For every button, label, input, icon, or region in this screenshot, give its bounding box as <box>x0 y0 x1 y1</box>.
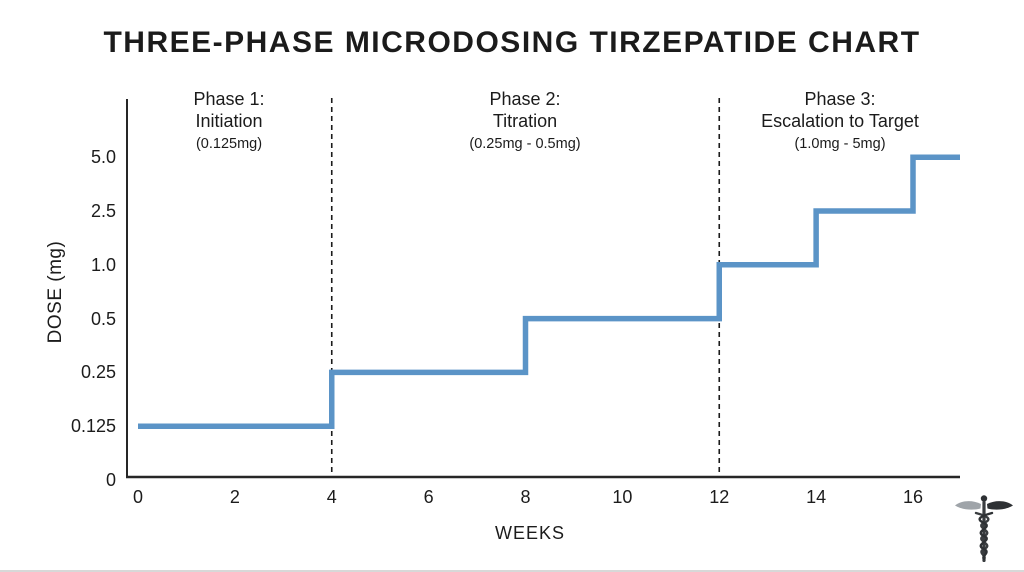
y-tick-label: 5.0 <box>90 147 116 168</box>
x-tick-label: 16 <box>902 487 924 507</box>
x-tick-label: 4 <box>326 487 337 507</box>
chart-title: THREE-PHASE MICRODOSING TIRZEPATIDE CHAR… <box>103 26 921 59</box>
x-tick-label: 14 <box>806 487 827 507</box>
phase-1-name: Phase 1: <box>193 89 265 109</box>
x-tick-label: 8 <box>520 487 531 507</box>
phase-1-subtitle: Initiation <box>195 111 263 131</box>
y-tick-label: 0.25 <box>80 362 116 383</box>
phase-2-subtitle: Titration <box>492 111 558 131</box>
x-tick-label: 0 <box>132 487 143 507</box>
x-tick-label: 10 <box>612 487 633 507</box>
phase-1-annotation: Phase 1: Initiation (0.125mg) <box>127 88 331 155</box>
phase-3-dose-range: (1.0mg - 5mg) <box>794 136 886 152</box>
dose-step-line <box>138 154 960 429</box>
y-tick-label: 0.5 <box>90 308 116 329</box>
phase-3-annotation: Phase 3: Escalation to Target (1.0mg - 5… <box>719 88 961 155</box>
phase-3-subtitle: Escalation to Target <box>761 111 919 131</box>
x-tick-label: 12 <box>709 487 730 507</box>
bottom-edge-line <box>0 570 1024 572</box>
y-axis-label: DOSE (mg) <box>45 240 66 344</box>
phase-2-dose-range: (0.25mg - 0.5mg) <box>469 136 581 152</box>
phase-3-name: Phase 3: <box>804 89 876 109</box>
x-tick-label: 6 <box>423 487 434 507</box>
y-tick-label: 2.5 <box>90 201 116 221</box>
phase-1-dose-range: (0.125mg) <box>195 136 263 152</box>
caduceus-icon <box>955 495 1013 562</box>
x-tick-label: 2 <box>229 487 240 507</box>
y-tick-label: 0 <box>105 470 116 490</box>
phase-2-name: Phase 2: <box>489 89 561 109</box>
y-tick-label: 0.125 <box>70 416 116 437</box>
phase-2-annotation: Phase 2: Titration (0.25mg - 0.5mg) <box>331 88 719 155</box>
x-axis-label: WEEKS <box>494 523 565 543</box>
y-tick-label: 1.0 <box>90 254 116 275</box>
